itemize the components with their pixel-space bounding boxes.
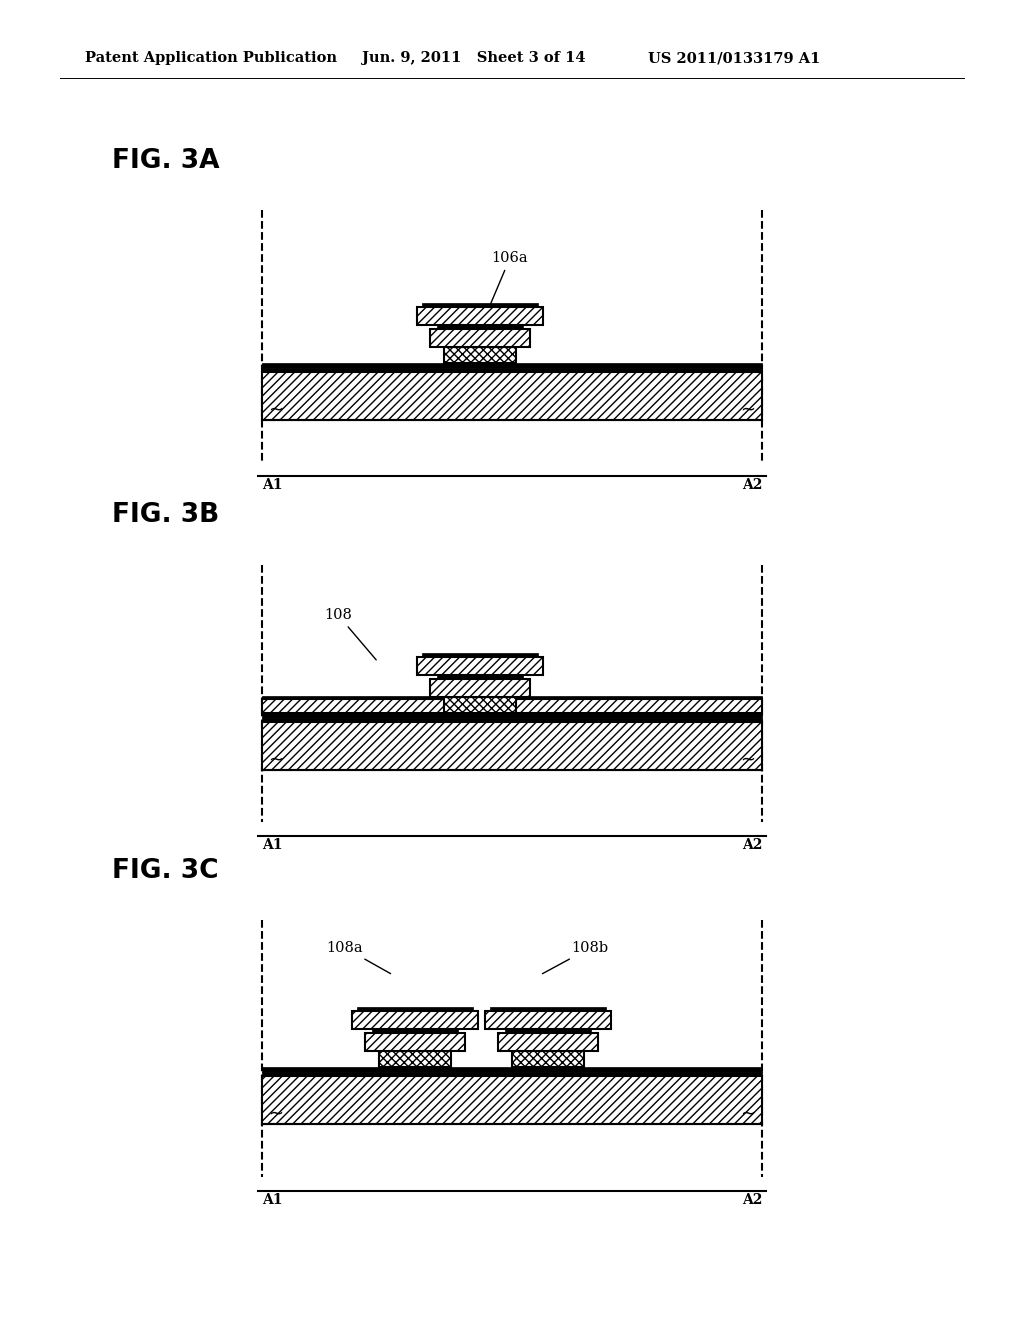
Text: Jun. 9, 2011   Sheet 3 of 14: Jun. 9, 2011 Sheet 3 of 14 [362,51,586,65]
Bar [430,329,530,347]
Bar [262,1072,762,1076]
Bar [352,1011,478,1030]
Text: 108b: 108b [543,941,608,974]
Text: 108a: 108a [327,941,390,974]
Bar [262,1067,762,1072]
Bar [422,653,538,657]
Text: A1: A1 [262,1193,283,1206]
Text: ∼: ∼ [740,1105,756,1123]
Text: 106a: 106a [489,251,528,308]
Bar [379,1051,451,1067]
Bar [262,368,762,372]
Bar [262,718,762,722]
Text: ∼: ∼ [740,751,756,770]
Text: ∼: ∼ [268,751,284,770]
Bar [498,1034,598,1051]
Text: A1: A1 [262,478,283,492]
Bar [512,1051,584,1067]
Bar [365,1034,465,1051]
Bar [430,678,530,697]
Bar [262,363,762,368]
Bar [444,697,516,713]
Text: FIG. 3C: FIG. 3C [112,858,218,884]
Text: FIG. 3A: FIG. 3A [112,148,219,174]
Text: A1: A1 [262,838,283,851]
Bar [490,1007,606,1011]
Bar [372,1030,458,1034]
Bar [422,304,538,308]
Bar [417,657,543,675]
Bar [505,1030,591,1034]
Text: 108: 108 [324,609,376,660]
Bar [437,675,523,678]
Bar [262,722,762,770]
Bar [444,347,516,363]
Bar [262,1076,762,1125]
Text: FIG. 3B: FIG. 3B [112,502,219,528]
Bar [262,700,762,713]
Text: US 2011/0133179 A1: US 2011/0133179 A1 [648,51,820,65]
Bar [262,696,762,700]
Bar [357,1007,473,1011]
Bar [485,1011,611,1030]
Bar [417,308,543,325]
Text: A2: A2 [741,478,762,492]
Bar [262,372,762,420]
Bar [262,713,762,718]
Text: A2: A2 [741,1193,762,1206]
Text: ∼: ∼ [268,1105,284,1123]
Bar [437,325,523,329]
Text: A2: A2 [741,838,762,851]
Text: ∼: ∼ [268,401,284,418]
Text: Patent Application Publication: Patent Application Publication [85,51,337,65]
Text: ∼: ∼ [740,401,756,418]
